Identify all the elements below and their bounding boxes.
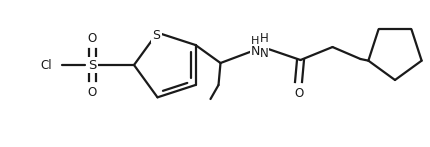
- Text: N: N: [251, 45, 260, 57]
- Text: S: S: [88, 59, 96, 71]
- Text: Cl: Cl: [40, 59, 52, 71]
- Text: O: O: [87, 86, 97, 98]
- Text: H: H: [251, 36, 260, 46]
- Text: S: S: [153, 29, 160, 42]
- Text: H
N: H N: [260, 32, 268, 60]
- Text: O: O: [294, 87, 303, 100]
- Text: O: O: [87, 31, 97, 45]
